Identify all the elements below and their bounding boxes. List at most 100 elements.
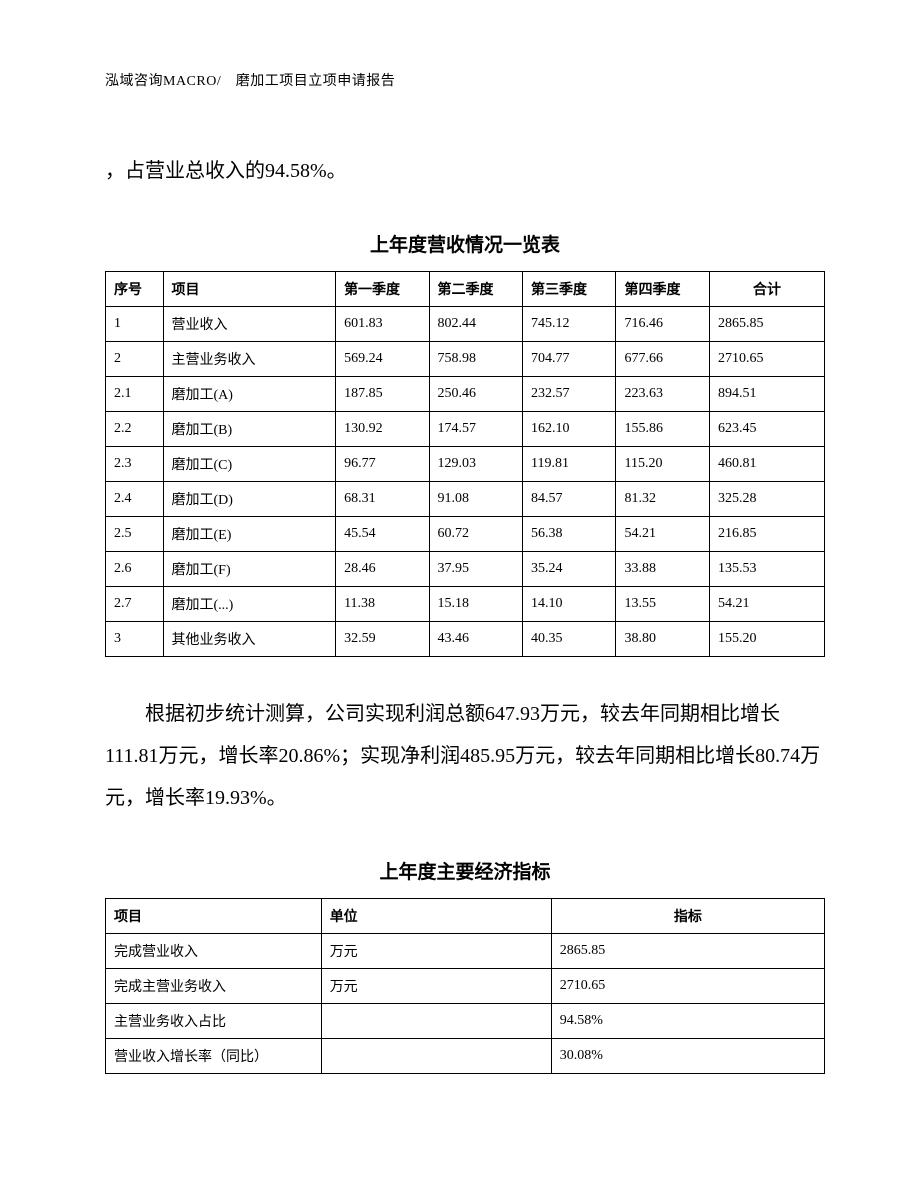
table-row: 3其他业务收入32.5943.4640.3538.80155.20 [106,622,825,657]
table-cell: 601.83 [336,307,429,342]
table-cell: 2.7 [106,587,164,622]
col-unit: 单位 [321,899,551,934]
table-cell: 130.92 [336,412,429,447]
table-row: 2.2磨加工(B)130.92174.57162.10155.86623.45 [106,412,825,447]
table-cell: 460.81 [709,447,824,482]
table-row: 2主营业务收入569.24758.98704.77677.662710.65 [106,342,825,377]
table-cell: 60.72 [429,517,522,552]
table-cell: 1 [106,307,164,342]
table-cell: 营业收入 [163,307,336,342]
table-header-row: 项目 单位 指标 [106,899,825,934]
table-cell: 2865.85 [709,307,824,342]
col-q1: 第一季度 [336,272,429,307]
table-cell: 135.53 [709,552,824,587]
table-cell: 磨加工(A) [163,377,336,412]
table-cell: 45.54 [336,517,429,552]
table-cell [321,1004,551,1039]
table-cell: 3 [106,622,164,657]
table-cell: 37.95 [429,552,522,587]
table1-title: 上年度营收情况一览表 [105,230,825,257]
table-cell: 28.46 [336,552,429,587]
table-cell: 325.28 [709,482,824,517]
table-cell: 33.88 [616,552,709,587]
table-cell: 129.03 [429,447,522,482]
table-row: 1营业收入601.83802.44745.12716.462865.85 [106,307,825,342]
table-cell: 磨加工(F) [163,552,336,587]
mid-paragraph: 根据初步统计测算，公司实现利润总额647.93万元，较去年同期相比增长111.8… [105,693,825,819]
table-cell: 32.59 [336,622,429,657]
col-indicator: 指标 [551,899,824,934]
table-cell: 250.46 [429,377,522,412]
table-cell: 91.08 [429,482,522,517]
table-cell: 14.10 [523,587,616,622]
table-cell: 894.51 [709,377,824,412]
table-cell: 万元 [321,969,551,1004]
table-cell: 13.55 [616,587,709,622]
table-cell: 磨加工(B) [163,412,336,447]
table-cell: 40.35 [523,622,616,657]
table-row: 2.5磨加工(E)45.5460.7256.3854.21216.85 [106,517,825,552]
revenue-table: 序号 项目 第一季度 第二季度 第三季度 第四季度 合计 1营业收入601.83… [105,271,825,657]
table-cell: 主营业务收入占比 [106,1004,322,1039]
table-cell: 115.20 [616,447,709,482]
table-cell: 2.4 [106,482,164,517]
table-cell: 30.08% [551,1039,824,1074]
table-cell: 2.3 [106,447,164,482]
table-cell: 2865.85 [551,934,824,969]
col-q3: 第三季度 [523,272,616,307]
col-q4: 第四季度 [616,272,709,307]
table-cell: 94.58% [551,1004,824,1039]
table-cell: 营业收入增长率（同比） [106,1039,322,1074]
table-cell: 81.32 [616,482,709,517]
table-cell: 15.18 [429,587,522,622]
table-cell: 745.12 [523,307,616,342]
col-seq: 序号 [106,272,164,307]
table-cell: 216.85 [709,517,824,552]
table-cell: 2.2 [106,412,164,447]
table-cell: 569.24 [336,342,429,377]
table-cell: 68.31 [336,482,429,517]
intro-paragraph: ，占营业总收入的94.58%。 [105,150,825,192]
indicator-table: 项目 单位 指标 完成营业收入万元2865.85完成主营业务收入万元2710.6… [105,898,825,1074]
table-cell: 704.77 [523,342,616,377]
table-cell: 84.57 [523,482,616,517]
table-row: 完成主营业务收入万元2710.65 [106,969,825,1004]
table-cell: 2.1 [106,377,164,412]
table-cell: 2710.65 [709,342,824,377]
col-total: 合计 [709,272,824,307]
table-cell: 2.6 [106,552,164,587]
col-item: 项目 [106,899,322,934]
table-cell: 716.46 [616,307,709,342]
col-q2: 第二季度 [429,272,522,307]
table-cell: 11.38 [336,587,429,622]
table-cell: 96.77 [336,447,429,482]
table-row: 2.1磨加工(A)187.85250.46232.57223.63894.51 [106,377,825,412]
table-cell: 2.5 [106,517,164,552]
table-row: 2.4磨加工(D)68.3191.0884.5781.32325.28 [106,482,825,517]
table-cell: 磨加工(D) [163,482,336,517]
table-cell: 35.24 [523,552,616,587]
table-cell: 磨加工(C) [163,447,336,482]
table-cell: 174.57 [429,412,522,447]
table-cell [321,1039,551,1074]
table-cell: 磨加工(E) [163,517,336,552]
table-cell: 758.98 [429,342,522,377]
table-cell: 802.44 [429,307,522,342]
table-cell: 162.10 [523,412,616,447]
table-cell: 623.45 [709,412,824,447]
table-row: 2.7磨加工(...)11.3815.1814.1013.5554.21 [106,587,825,622]
table-header-row: 序号 项目 第一季度 第二季度 第三季度 第四季度 合计 [106,272,825,307]
table-cell: 2 [106,342,164,377]
table-row: 主营业务收入占比 94.58% [106,1004,825,1039]
table-row: 营业收入增长率（同比） 30.08% [106,1039,825,1074]
table-cell: 38.80 [616,622,709,657]
table-cell: 232.57 [523,377,616,412]
page-header: 泓域咨询MACRO/ 磨加工项目立项申请报告 [105,70,825,90]
table-cell: 43.46 [429,622,522,657]
table-cell: 2710.65 [551,969,824,1004]
document-page: 泓域咨询MACRO/ 磨加工项目立项申请报告 ，占营业总收入的94.58%。 上… [0,0,920,1191]
table-cell: 54.21 [709,587,824,622]
table-cell: 完成营业收入 [106,934,322,969]
table-cell: 677.66 [616,342,709,377]
table-row: 2.3磨加工(C)96.77129.03119.81115.20460.81 [106,447,825,482]
